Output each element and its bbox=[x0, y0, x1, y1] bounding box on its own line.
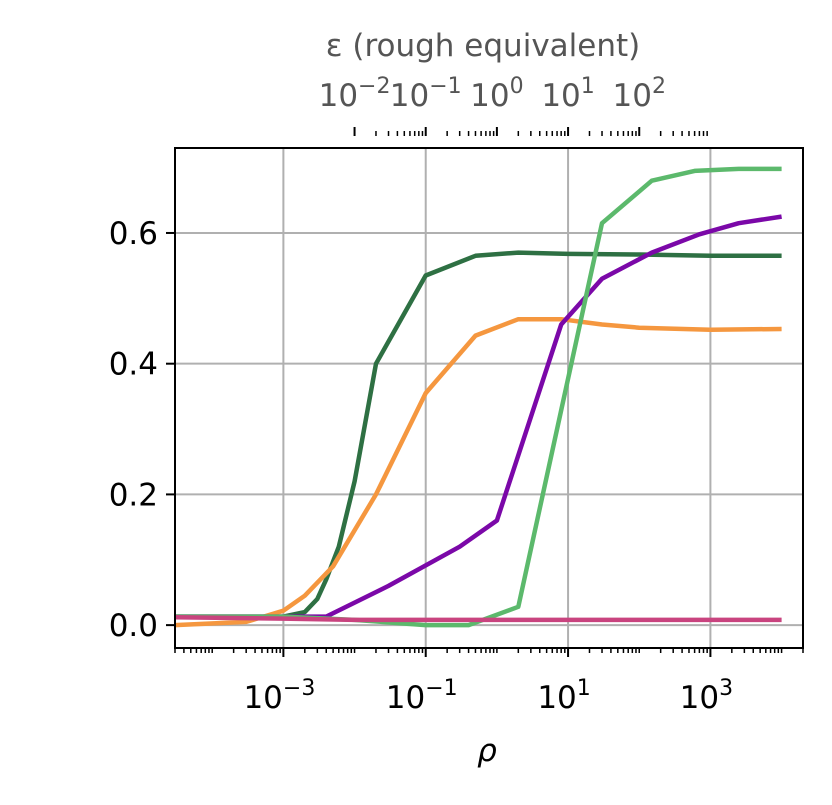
bottom-axis: 10−3 10−1 101 103 bbox=[174, 648, 804, 716]
y-tick-label: 0.0 bbox=[109, 608, 158, 644]
x-tick-label: 10−3 bbox=[243, 676, 315, 716]
y-tick-label: 0.6 bbox=[109, 216, 158, 252]
x-tick-label: 103 bbox=[680, 676, 733, 716]
x-tick-label: 101 bbox=[537, 676, 590, 716]
series-line-1 bbox=[175, 250, 782, 619]
top-axis-title: ε (rough equivalent) bbox=[326, 28, 641, 64]
series-line-2 bbox=[174, 316, 782, 628]
top-axis: 10−2 10−1 100 101 102 bbox=[319, 74, 708, 136]
left-axis: 0.0 0.2 0.4 0.6 bbox=[109, 216, 175, 644]
x-tick-label: 10−1 bbox=[386, 676, 458, 716]
top-tick-label: 100 bbox=[470, 74, 523, 114]
series-line-5 bbox=[174, 615, 782, 623]
top-tick-label: 10−2 bbox=[319, 74, 391, 114]
top-tick-label: 10−1 bbox=[390, 74, 462, 114]
series-lines bbox=[174, 166, 782, 628]
top-tick-label: 102 bbox=[613, 74, 666, 114]
x-axis-title: ρ bbox=[477, 733, 497, 769]
top-tick-label: 101 bbox=[541, 74, 594, 114]
plot-frame bbox=[174, 147, 804, 649]
y-tick-label: 0.4 bbox=[109, 347, 158, 383]
grid-lines bbox=[175, 148, 803, 648]
series-line-3 bbox=[175, 214, 782, 619]
y-tick-label: 0.2 bbox=[109, 477, 158, 513]
